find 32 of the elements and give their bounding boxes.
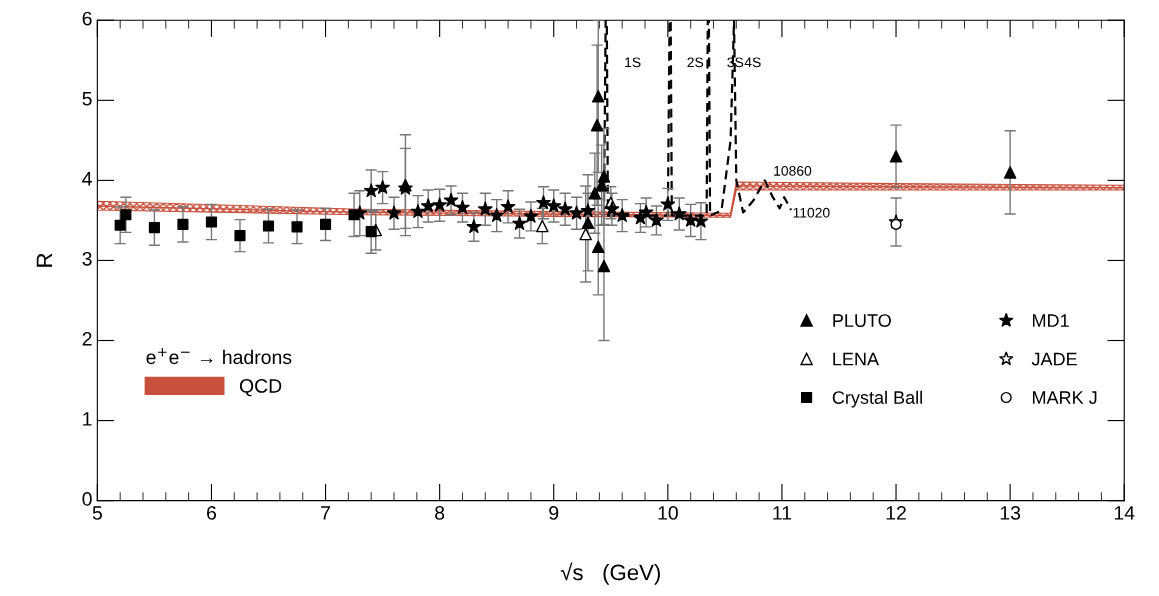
legend-label: MARK J — [1032, 391, 1097, 404]
legend-label: JADE — [1031, 352, 1077, 366]
annotation: 4S — [744, 57, 761, 68]
x-axis-title: √s (GeV) — [560, 562, 660, 585]
x-tick-label: 11 — [773, 506, 792, 520]
x-tick-label: 12 — [886, 506, 906, 520]
x-tick-label: 7 — [321, 506, 330, 520]
legend-label: Crystal Ball — [832, 390, 922, 408]
annotation: 1S — [625, 57, 641, 68]
legend-label: QCD — [239, 379, 282, 397]
legend-label: PLUTO — [833, 314, 891, 327]
y-axis-title: R — [36, 253, 53, 267]
x-tick-label: 9 — [549, 506, 559, 520]
y-tick-label: 3 — [82, 251, 92, 266]
y-tick-label: 4 — [82, 172, 92, 186]
legend-label: LENA — [833, 352, 879, 366]
annotation: 10860 — [774, 165, 812, 176]
x-tick-label: 10 — [658, 506, 678, 520]
x-tick-label: 14 — [1114, 506, 1135, 520]
legend-label: MD1 — [1032, 314, 1069, 327]
y-tick-label: 6 — [82, 11, 92, 26]
x-tick-label: 6 — [207, 506, 217, 520]
y-tick-label: 5 — [82, 91, 92, 106]
x-tick-label: 13 — [1000, 506, 1021, 520]
x-tick-label: 8 — [435, 506, 445, 520]
y-tick-label: 1 — [83, 412, 92, 426]
y-tick-label: 0 — [82, 492, 92, 506]
y-tick-label: 2 — [82, 331, 92, 346]
legend-title: e$^{+}$e$^{−}$ → hadrons — [146, 347, 292, 365]
x-tick-label: 5 — [92, 506, 102, 520]
annotation: 2S — [687, 57, 704, 68]
annotation: 11020 — [793, 207, 830, 218]
